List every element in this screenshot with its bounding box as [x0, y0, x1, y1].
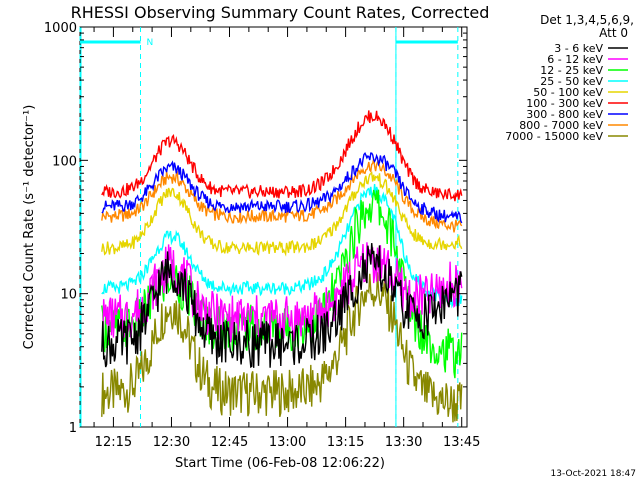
x-tick-label: 12:15	[95, 435, 132, 450]
y-tick-label: 1	[69, 421, 77, 436]
y-axis-label-text: Corrected Count Rate	[22, 209, 37, 349]
series-line	[101, 152, 463, 224]
timestamp: 13-Oct-2021 18:47	[551, 469, 636, 479]
chart-title: RHESSI Observing Summary Count Rates, Co…	[71, 3, 490, 22]
series-line	[101, 158, 463, 233]
legend-label: 100 - 300 keV	[526, 97, 603, 110]
legend-header-line1: Det 1,3,4,5,6,9,	[540, 13, 634, 27]
series-line	[101, 243, 463, 369]
legend-label: 7000 - 15000 keV	[505, 130, 603, 143]
y-axis: 1 10 100 1000	[44, 21, 467, 436]
y-tick-label: 100	[52, 154, 77, 169]
legend-label: 300 - 800 keV	[526, 108, 603, 121]
series-layer	[101, 110, 463, 423]
x-tick-label: 13:15	[327, 435, 364, 450]
x-tick-label: 12:30	[153, 435, 190, 450]
y-axis-label: Corrected Count Rate (s⁻¹ detector⁻¹)	[22, 105, 37, 350]
flag-label: N	[147, 38, 154, 48]
series-line	[101, 272, 463, 423]
series-line	[101, 184, 463, 309]
legend-label: 50 - 100 keV	[533, 86, 603, 99]
x-tick-label: 13:30	[385, 435, 422, 450]
legend-label: 800 - 7000 keV	[519, 119, 603, 132]
x-tick-label: 13:00	[269, 435, 306, 450]
x-tick-label: 12:45	[211, 435, 248, 450]
y-tick-label: 10	[60, 288, 77, 303]
legend-label: 12 - 25 keV	[540, 64, 603, 77]
x-axis: 12:15 12:30 12:45 13:00 13:15 13:30 13:45	[93, 27, 480, 450]
legend-label: 3 - 6 keV	[554, 42, 603, 55]
y-axis-label-group: Corrected Count Rate (s⁻¹ detector⁻¹)	[22, 105, 37, 350]
series-line	[101, 171, 463, 257]
series-line	[101, 110, 463, 202]
legend-label: 6 - 12 keV	[547, 53, 603, 66]
x-axis-label: Start Time (06-Feb-08 12:06:22)	[175, 456, 385, 471]
legend-header-line2: Att 0	[599, 26, 628, 40]
x-tick-label: 13:45	[443, 435, 480, 450]
y-axis-label-unit: (s⁻¹ detector⁻¹)	[22, 105, 37, 205]
legend-label: 25 - 50 keV	[540, 75, 603, 88]
y-tick-label: 1000	[44, 21, 77, 36]
